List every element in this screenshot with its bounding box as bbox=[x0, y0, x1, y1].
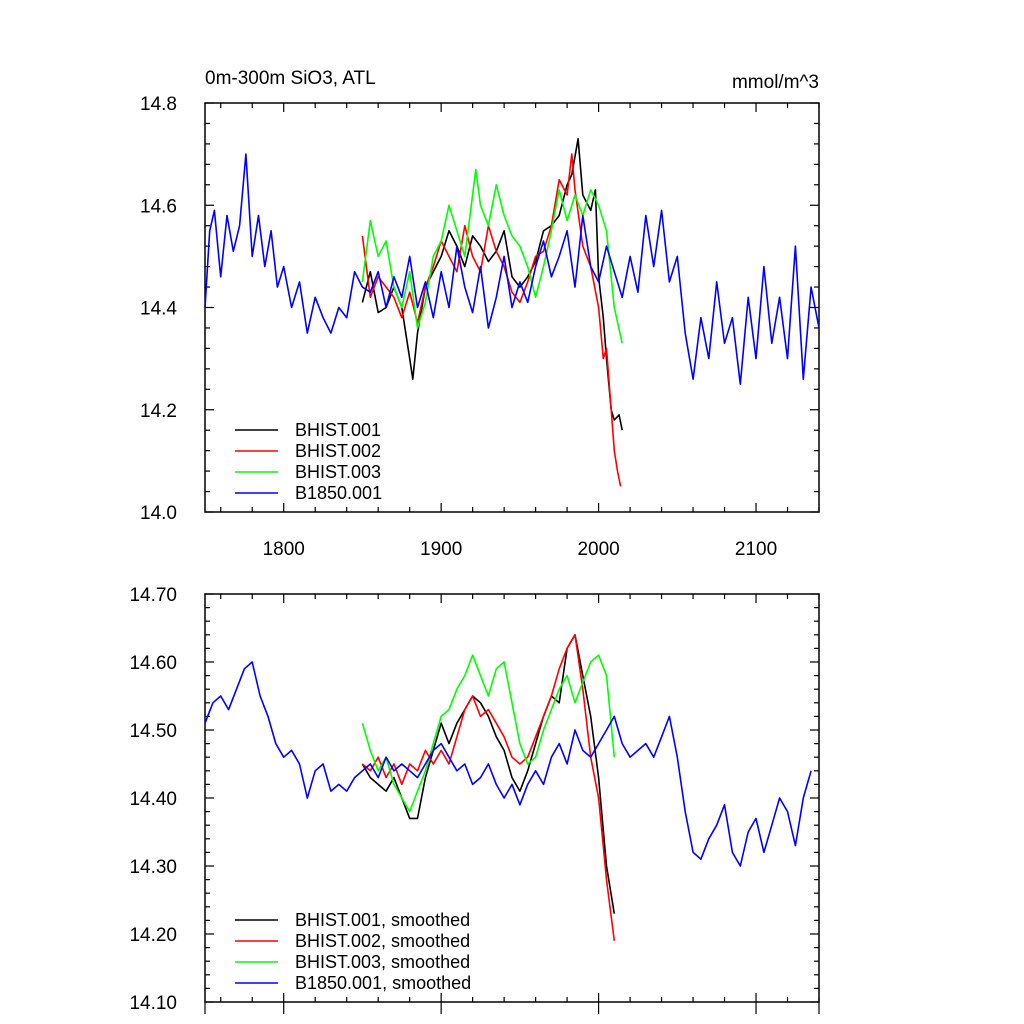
y-tick-label: 14.2 bbox=[140, 401, 177, 422]
series-line-b1850-001-smoothed bbox=[204, 661, 812, 867]
y-tick-label: 14.4 bbox=[140, 299, 177, 320]
series-line-b1850-001 bbox=[204, 153, 820, 386]
series-line-bhist-002 bbox=[361, 153, 622, 487]
y-tick-label: 14.10 bbox=[129, 993, 177, 1014]
series-line-bhist-003-smoothed bbox=[361, 654, 616, 813]
legend-label: BHIST.002, smoothed bbox=[295, 931, 470, 951]
y-tick-label: 14.8 bbox=[140, 94, 177, 115]
series-line-bhist-001 bbox=[361, 138, 623, 431]
top-chart-units: mmol/m^3 bbox=[732, 72, 819, 93]
bottom-series-group bbox=[204, 633, 812, 941]
y-tick-label: 14.0 bbox=[140, 503, 177, 524]
y-tick-label: 14.60 bbox=[129, 653, 177, 674]
y-tick-label: 14.30 bbox=[129, 857, 177, 878]
top-series-group bbox=[204, 138, 820, 487]
series-line-bhist-002-smoothed bbox=[361, 633, 616, 941]
legend-label: BHIST.001 bbox=[295, 420, 381, 440]
legend-label: B1850.001, smoothed bbox=[295, 973, 471, 993]
x-tick-label: 2000 bbox=[577, 539, 619, 560]
x-tick-label: 2100 bbox=[735, 539, 777, 560]
x-tick-label: 1800 bbox=[263, 539, 305, 560]
panel-top: 0m-300m SiO3, ATL mmol/m^3 1800 1900 2000 2… bbox=[140, 68, 820, 560]
y-tick-label: 14.70 bbox=[129, 585, 177, 606]
y-tick-label: 14.20 bbox=[129, 925, 177, 946]
x-tick-label: 1900 bbox=[420, 539, 462, 560]
series-line-bhist-001-smoothed bbox=[361, 633, 616, 914]
y-tick-label: 14.40 bbox=[129, 789, 177, 810]
legend-label: BHIST.001, smoothed bbox=[295, 910, 470, 930]
panel-bottom: 14.10 14.20 14.30 14.40 14.50 14.60 14.70 BHIS… bbox=[129, 585, 820, 1014]
legend-label: BHIST.003, smoothed bbox=[295, 952, 470, 972]
top-chart-title: 0m-300m SiO3, ATL bbox=[205, 68, 376, 89]
legend-label: BHIST.002 bbox=[295, 441, 381, 461]
y-tick-label: 14.50 bbox=[129, 721, 177, 742]
top-axis-ticks: 1800 1900 2000 2100 14.0 14.2 14.4 14.6 14.8 bbox=[140, 94, 820, 560]
legend-label: B1850.001 bbox=[295, 483, 382, 503]
legend-label: BHIST.003 bbox=[295, 462, 381, 482]
y-tick-label: 14.6 bbox=[140, 196, 177, 217]
series-line-bhist-003 bbox=[361, 168, 623, 344]
bottom-axis-ticks: 14.10 14.20 14.30 14.40 14.50 14.60 14.70 bbox=[129, 585, 820, 1014]
